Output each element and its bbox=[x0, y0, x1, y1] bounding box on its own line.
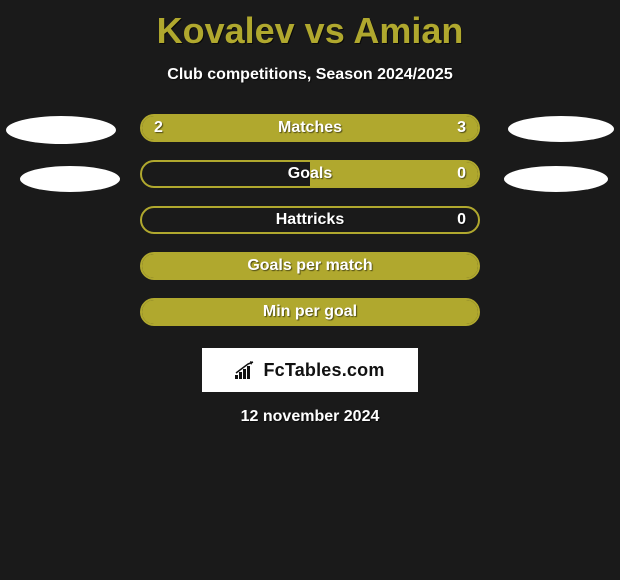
fctables-logo[interactable]: FcTables.com bbox=[202, 348, 418, 392]
page-title: Kovalev vs Amian bbox=[0, 0, 620, 52]
bar-gpm-label: Goals per match bbox=[142, 254, 478, 278]
bar-min-per-goal: Min per goal bbox=[140, 298, 480, 326]
bar-hattricks: Hattricks 0 bbox=[140, 206, 480, 234]
bar-hattricks-label: Hattricks bbox=[142, 208, 478, 232]
date-text: 12 november 2024 bbox=[0, 408, 620, 426]
bar-matches-value-right: 3 bbox=[457, 116, 466, 140]
stat-bars: 2 Matches 3 Goals 0 Hattricks 0 Goals pe… bbox=[140, 114, 480, 326]
bar-mpg-label: Min per goal bbox=[142, 300, 478, 324]
player-left-marker-1 bbox=[6, 116, 116, 144]
bar-matches: 2 Matches 3 bbox=[140, 114, 480, 142]
bar-goals-per-match: Goals per match bbox=[140, 252, 480, 280]
player-left-marker-2 bbox=[20, 166, 120, 192]
comparison-container: 2 Matches 3 Goals 0 Hattricks 0 Goals pe… bbox=[0, 114, 620, 426]
page-subtitle: Club competitions, Season 2024/2025 bbox=[0, 66, 620, 84]
bar-hattricks-value-right: 0 bbox=[457, 208, 466, 232]
bar-goals-label: Goals bbox=[142, 162, 478, 186]
player-right-marker-1 bbox=[508, 116, 614, 142]
fctables-icon bbox=[235, 361, 257, 379]
bar-matches-label: Matches bbox=[142, 116, 478, 140]
fctables-logo-text: FcTables.com bbox=[263, 360, 384, 381]
player-right-marker-2 bbox=[504, 166, 608, 192]
bar-goals: Goals 0 bbox=[140, 160, 480, 188]
bar-goals-value-right: 0 bbox=[457, 162, 466, 186]
